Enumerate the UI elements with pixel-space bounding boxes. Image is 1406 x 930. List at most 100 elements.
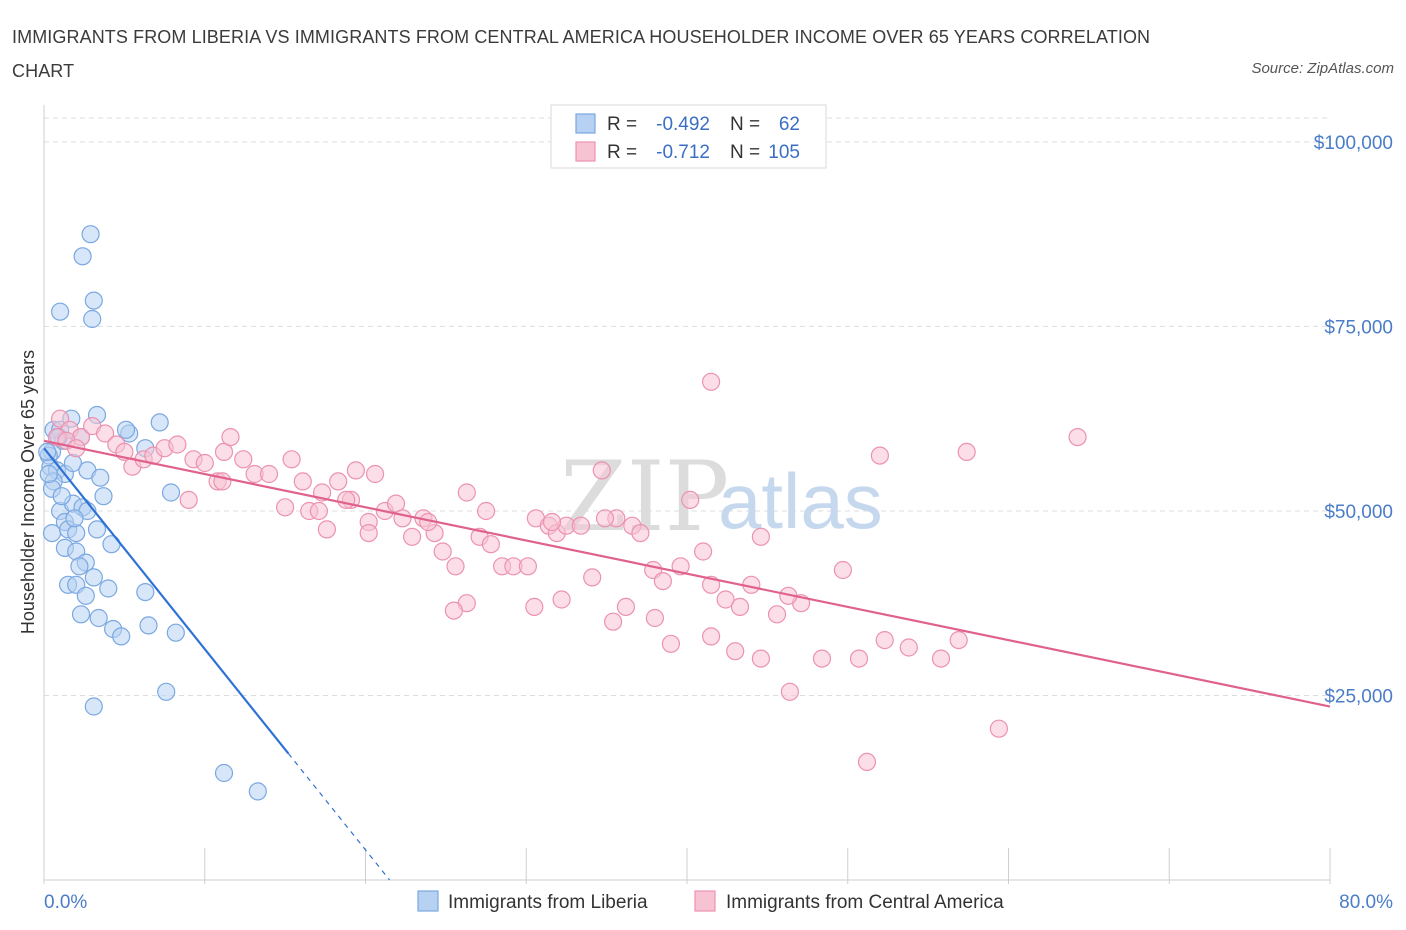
central-america-point-95 xyxy=(525,597,544,617)
bottom-legend-swatch-liberia xyxy=(417,890,439,912)
central-america-point-39 xyxy=(393,509,412,528)
central-america-point-93 xyxy=(603,612,623,631)
bottom-legend-label-liberia: Immigrants from Liberia xyxy=(448,892,648,913)
y-axis-title: Householder Income Over 65 years xyxy=(18,350,38,634)
liberia-point-40 xyxy=(71,605,91,624)
central-america-point-23 xyxy=(293,472,312,491)
liberia-point-45 xyxy=(166,623,185,642)
y-tick-label-3: $100,000 xyxy=(1314,133,1393,154)
central-america-point-45 xyxy=(457,483,476,502)
liberia-point-38 xyxy=(76,586,95,605)
central-america-point-51 xyxy=(518,557,538,576)
central-america-point-97 xyxy=(444,601,463,620)
y-tick-label-0: $25,000 xyxy=(1324,686,1393,707)
liberia-point-34 xyxy=(84,568,103,587)
central-america-point-84 xyxy=(989,719,1009,738)
central-america-point-72 xyxy=(767,605,787,624)
central-america-point-92 xyxy=(616,597,636,617)
legend-r-label-1: R = xyxy=(607,114,637,135)
y-tick-label-1: $50,000 xyxy=(1324,502,1393,523)
liberia-point-28 xyxy=(87,520,107,539)
central-america-point-102 xyxy=(337,490,356,509)
liberia-point-4 xyxy=(83,309,102,329)
liberia-point-39 xyxy=(136,582,155,602)
liberia-point-33 xyxy=(70,557,89,576)
y-axis-tick-labels: $25,000 $50,000 $75,000 $100,000 xyxy=(1314,133,1393,708)
legend-swatch-central-america xyxy=(575,141,596,162)
central-america-point-78 xyxy=(857,752,877,772)
central-america-point-26 xyxy=(346,461,365,480)
source-credit: Source: ZipAtlas.com xyxy=(1251,60,1394,77)
liberia-point-43 xyxy=(139,616,158,635)
central-america-point-61 xyxy=(631,523,650,543)
liberia-point-37 xyxy=(99,579,118,598)
central-america-point-103 xyxy=(870,446,890,465)
central-america-point-65 xyxy=(681,490,700,509)
trendline-liberia-extension xyxy=(287,753,391,881)
central-america-point-94 xyxy=(552,590,571,609)
gridlines xyxy=(44,117,1330,696)
central-america-point-85 xyxy=(1068,428,1087,447)
chart-title: IMMIGRANTS FROM LIBERIA VS IMMIGRANTS FR… xyxy=(12,27,1151,81)
central-america-point-69 xyxy=(730,597,750,617)
legend-swatch-liberia xyxy=(575,113,596,134)
central-america-point-71 xyxy=(751,527,771,546)
central-america-point-22 xyxy=(282,450,301,469)
legend-r-value-2: -0.712 xyxy=(656,142,710,163)
central-america-point-40 xyxy=(403,527,422,546)
central-america-point-91 xyxy=(645,608,665,628)
central-america-point-88 xyxy=(726,642,745,661)
x-axis-ticks xyxy=(43,848,1331,884)
central-america-point-48 xyxy=(477,501,496,521)
central-america-point-80 xyxy=(899,638,918,657)
legend: R = -0.492 N = 62 R = -0.712 N = 105 xyxy=(550,104,827,169)
legend-n-label-1: N = xyxy=(730,114,760,135)
central-america-point-63 xyxy=(653,571,673,591)
central-america-point-73 xyxy=(780,682,800,701)
central-america-point-21 xyxy=(259,464,279,484)
liberia-point-61 xyxy=(65,509,84,528)
central-america-point-77 xyxy=(849,649,869,668)
liberia-point-44 xyxy=(112,627,131,646)
central-america-point-47 xyxy=(481,535,500,554)
series-central-america-points xyxy=(47,372,1087,772)
central-america-point-75 xyxy=(812,649,832,668)
trendline-liberia xyxy=(43,447,290,755)
central-america-point-82 xyxy=(949,630,968,650)
legend-r-value-1: -0.492 xyxy=(656,114,710,135)
liberia-point-18 xyxy=(94,487,113,506)
central-america-point-90 xyxy=(661,634,681,653)
liberia-point-49 xyxy=(248,782,267,801)
central-america-point-4 xyxy=(95,424,115,443)
liberia-point-41 xyxy=(89,608,108,628)
central-america-point-25 xyxy=(329,472,348,491)
liberia-point-60 xyxy=(39,464,58,484)
central-america-point-57 xyxy=(583,568,602,587)
liberia-point-1 xyxy=(73,247,92,266)
liberia-point-0 xyxy=(81,225,100,244)
central-america-point-31 xyxy=(276,498,295,517)
liberia-point-59 xyxy=(52,487,71,506)
liberia-point-2 xyxy=(84,291,103,310)
trend-lines xyxy=(43,439,1331,881)
central-america-point-18 xyxy=(221,428,240,447)
central-america-point-101 xyxy=(359,523,378,543)
central-america-point-27 xyxy=(366,464,385,484)
central-america-point-56 xyxy=(571,516,591,535)
liberia-point-48 xyxy=(214,763,234,783)
central-america-point-76 xyxy=(833,560,853,580)
watermark-atlas: atlas xyxy=(718,457,883,545)
legend-n-value-1: 62 xyxy=(779,114,800,135)
central-america-point-43 xyxy=(433,542,452,561)
central-america-point-14 xyxy=(168,435,187,454)
y-tick-label-2: $75,000 xyxy=(1324,317,1393,338)
legend-n-value-2: 105 xyxy=(768,142,800,163)
central-america-point-83 xyxy=(957,442,976,461)
liberia-point-47 xyxy=(84,697,103,716)
x-tick-label-max: 80.0% xyxy=(1339,892,1393,913)
legend-r-label-2: R = xyxy=(607,142,637,163)
central-america-point-58 xyxy=(592,461,611,480)
liberia-point-46 xyxy=(157,682,176,701)
central-america-point-99 xyxy=(595,509,615,528)
central-america-point-79 xyxy=(875,630,894,650)
